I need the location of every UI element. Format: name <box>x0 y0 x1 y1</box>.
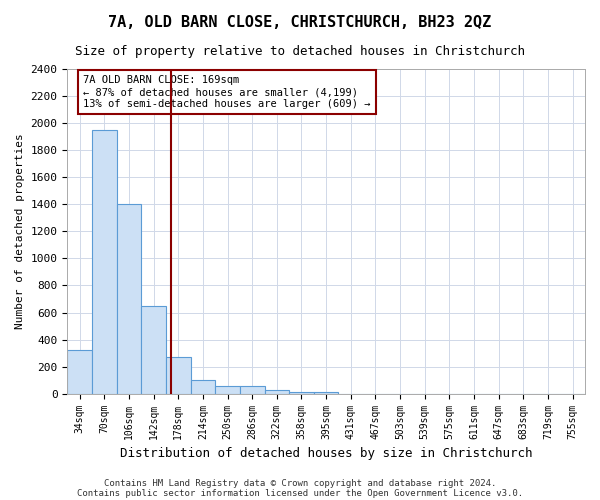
Text: Size of property relative to detached houses in Christchurch: Size of property relative to detached ho… <box>75 45 525 58</box>
Text: 7A OLD BARN CLOSE: 169sqm
← 87% of detached houses are smaller (4,199)
13% of se: 7A OLD BARN CLOSE: 169sqm ← 87% of detac… <box>83 76 370 108</box>
Bar <box>191 380 215 394</box>
Bar <box>289 392 314 394</box>
Bar <box>116 204 141 394</box>
Bar <box>92 130 116 394</box>
Bar <box>166 357 191 394</box>
Bar <box>67 350 92 394</box>
Text: 7A, OLD BARN CLOSE, CHRISTCHURCH, BH23 2QZ: 7A, OLD BARN CLOSE, CHRISTCHURCH, BH23 2… <box>109 15 491 30</box>
Bar <box>314 392 338 394</box>
Bar <box>265 390 289 394</box>
Text: Contains public sector information licensed under the Open Government Licence v3: Contains public sector information licen… <box>77 488 523 498</box>
Y-axis label: Number of detached properties: Number of detached properties <box>15 134 25 329</box>
Text: Contains HM Land Registry data © Crown copyright and database right 2024.: Contains HM Land Registry data © Crown c… <box>104 478 496 488</box>
Bar <box>240 386 265 394</box>
Bar <box>141 306 166 394</box>
X-axis label: Distribution of detached houses by size in Christchurch: Distribution of detached houses by size … <box>120 447 532 460</box>
Bar <box>215 386 240 394</box>
